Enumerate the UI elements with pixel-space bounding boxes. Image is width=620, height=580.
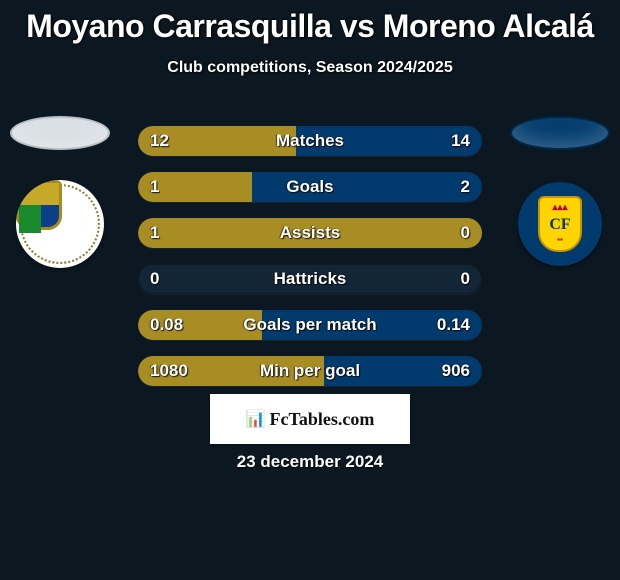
- stat-label: Assists: [138, 218, 482, 248]
- brand-icon: 📊: [246, 409, 266, 429]
- stat-row: 12Goals: [138, 172, 482, 202]
- date-text: 23 december 2024: [0, 452, 620, 472]
- stat-row: 0.080.14Goals per match: [138, 310, 482, 340]
- stat-label: Min per goal: [138, 356, 482, 386]
- left-team-crest: [16, 180, 104, 268]
- right-team-ellipse: [510, 116, 610, 150]
- left-team-column: [10, 116, 110, 286]
- right-team-column: ▴▴▴ CF ▪▪: [510, 116, 610, 286]
- page-subtitle: Club competitions, Season 2024/2025: [0, 59, 620, 77]
- stat-label: Hattricks: [138, 264, 482, 294]
- left-crest-icon: [16, 180, 104, 268]
- stat-label: Goals: [138, 172, 482, 202]
- stat-rows: 1214Matches 12Goals 10Assists 00Hattricks 0.…: [138, 126, 482, 402]
- comparison-infographic: Moyano Carrasquilla vs Moreno Alcalá Clu…: [0, 0, 620, 580]
- stat-label: Goals per match: [138, 310, 482, 340]
- left-team-ellipse: [10, 116, 110, 150]
- right-team-crest: ▴▴▴ CF ▪▪: [516, 180, 604, 268]
- stat-label: Matches: [138, 126, 482, 156]
- stat-row: 1214Matches: [138, 126, 482, 156]
- brand-badge: 📊 FcTables.com: [210, 394, 410, 444]
- brand-text: FcTables.com: [270, 409, 375, 430]
- stat-row: 00Hattricks: [138, 264, 482, 294]
- stat-row: 10Assists: [138, 218, 482, 248]
- page-title: Moyano Carrasquilla vs Moreno Alcalá: [0, 0, 620, 45]
- stat-row: 1080906Min per goal: [138, 356, 482, 386]
- right-crest-icon: ▴▴▴ CF ▪▪: [518, 182, 602, 266]
